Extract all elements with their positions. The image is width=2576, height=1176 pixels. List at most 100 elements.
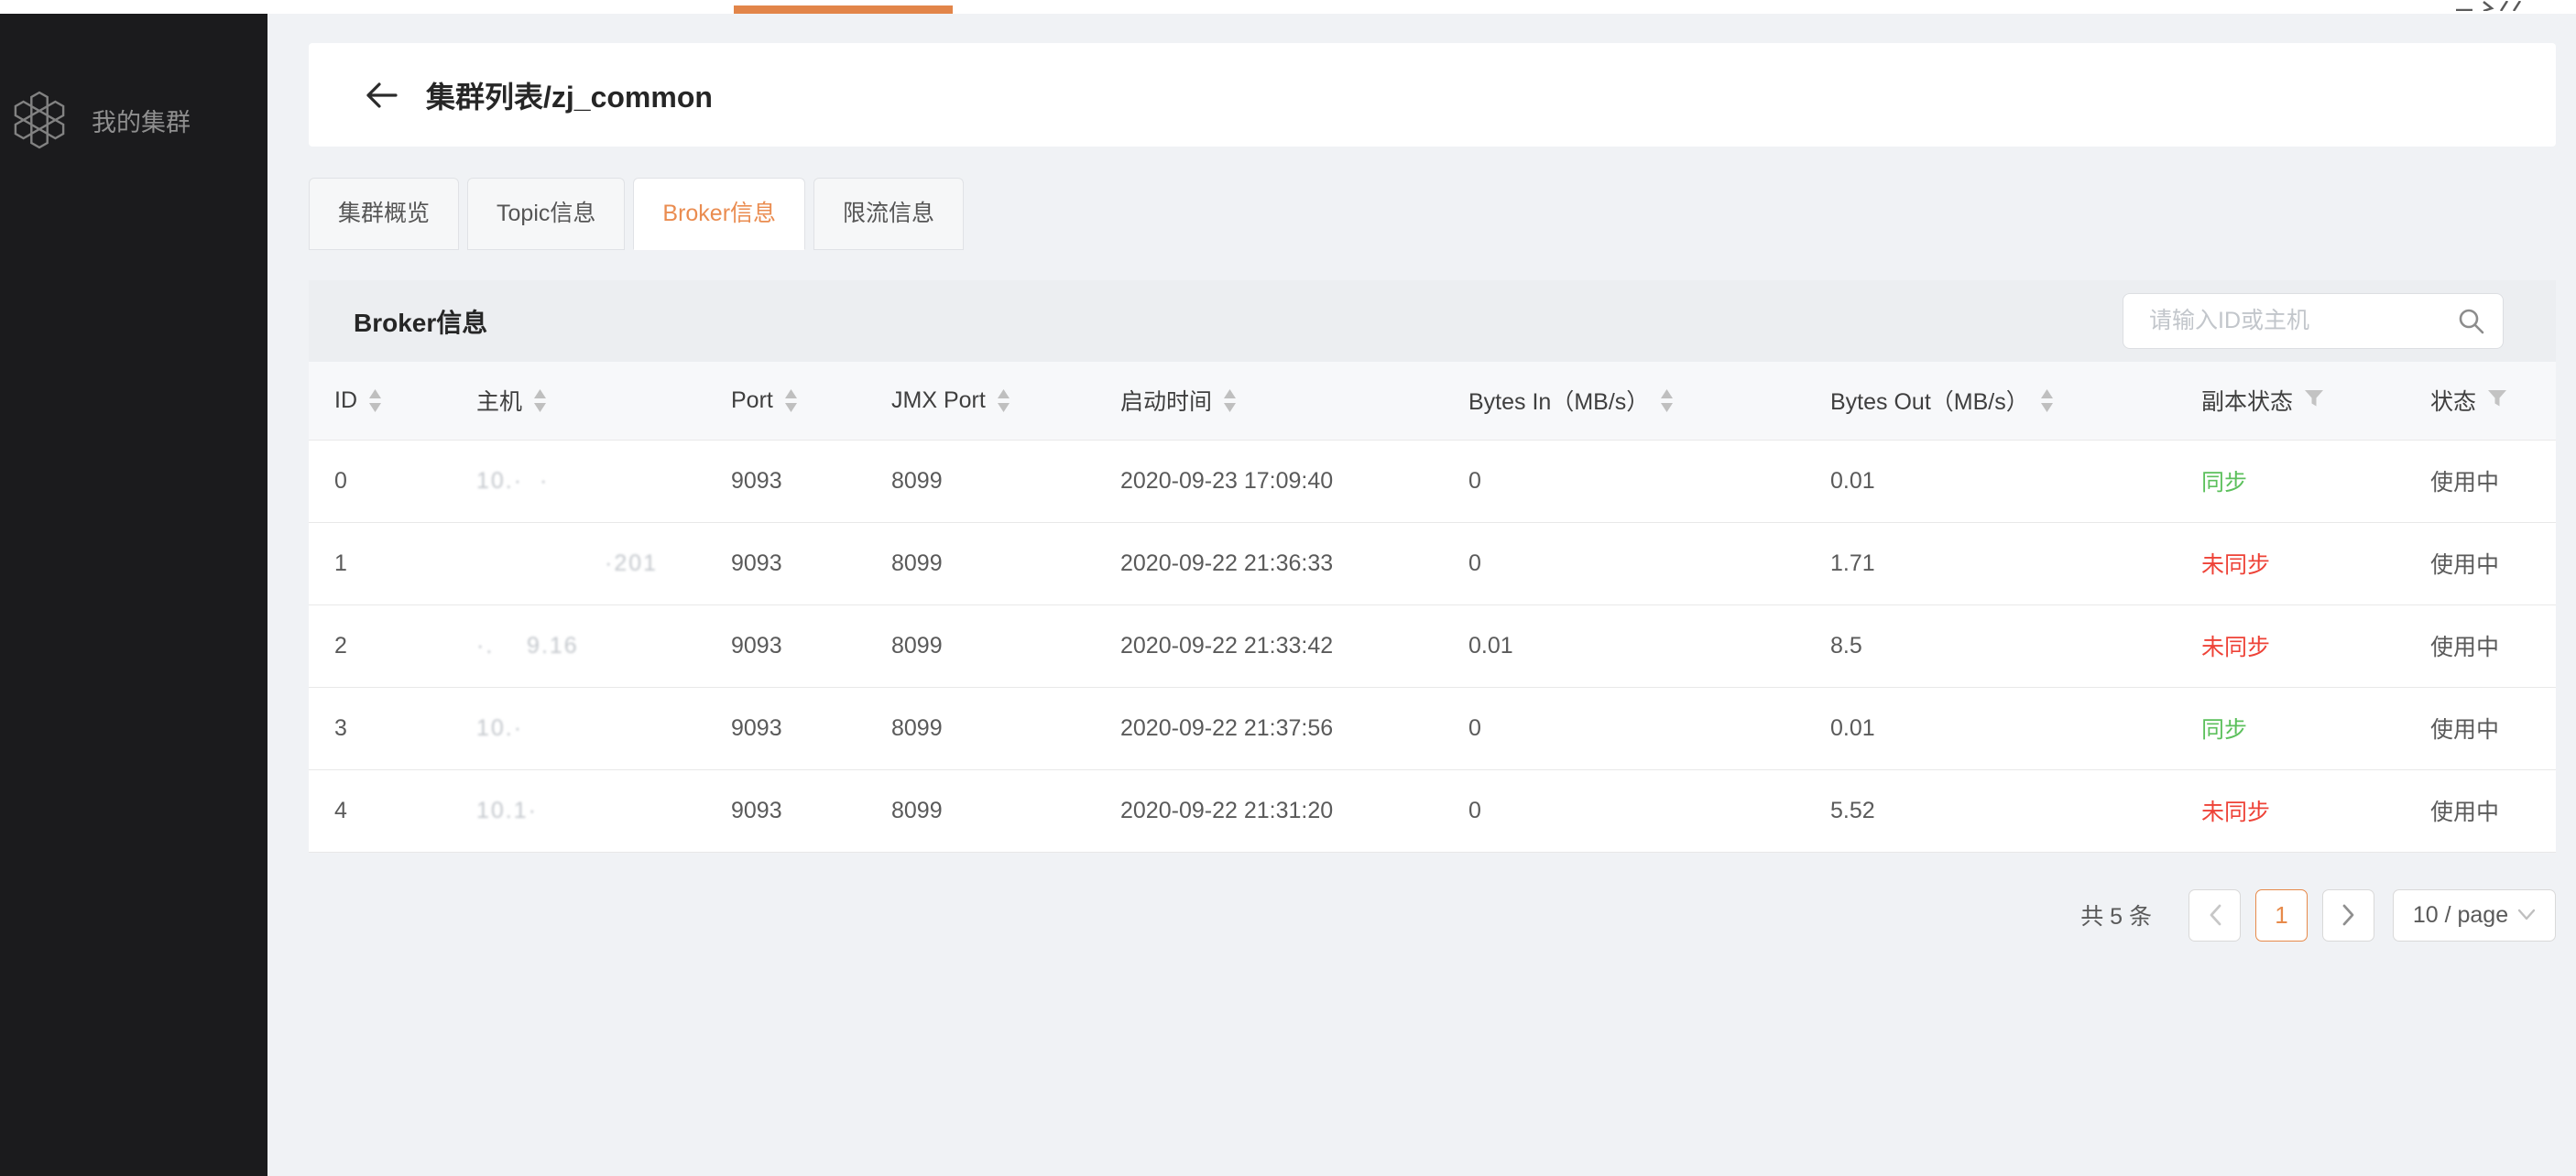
- cell-bytes-in: 0: [1443, 687, 1805, 770]
- column-header-port[interactable]: Port: [705, 362, 866, 441]
- cell-host-redacted: 10.·: [451, 687, 705, 770]
- cluster-tabs: 集群概览 Topic信息 Broker信息 限流信息: [309, 178, 2556, 250]
- cell-status: 使用中: [2405, 687, 2556, 770]
- pagination: 共 5 条 1 10 / page: [309, 888, 2556, 942]
- cell-bytes-in: 0: [1443, 769, 1805, 853]
- cell-status: 使用中: [2405, 440, 2556, 523]
- tab-topic-info[interactable]: Topic信息: [467, 178, 626, 250]
- cell-jmx-port: 8099: [866, 522, 1095, 605]
- page-size-select[interactable]: 10 / page: [2393, 888, 2556, 942]
- cell-replica-status: 同步: [2176, 687, 2405, 770]
- cell-bytes-out: 1.71: [1805, 522, 2176, 605]
- cell-replica-status: 同步: [2176, 440, 2405, 523]
- cell-jmx-port: 8099: [866, 687, 1095, 770]
- cell-jmx-port: 8099: [866, 604, 1095, 688]
- cell-jmx-port: 8099: [866, 769, 1095, 853]
- cell-bytes-in: 0.01: [1443, 604, 1805, 688]
- table-row: 2 ·. 9.16 9093 8099 2020-09-22 21:33:42 …: [309, 604, 2556, 688]
- chevron-down-icon: [2517, 909, 2536, 920]
- search-icon[interactable]: [2457, 307, 2486, 336]
- sort-carets-icon[interactable]: [533, 388, 547, 412]
- cell-port: 9093: [705, 687, 866, 770]
- chevron-left-icon: [2210, 904, 2221, 926]
- cell-start-time: 2020-09-22 21:31:20: [1095, 769, 1443, 853]
- cell-id: 0: [309, 440, 451, 523]
- broker-info-panel: Broker信息: [309, 280, 2556, 853]
- column-header-jmx-port[interactable]: JMX Port: [866, 362, 1095, 441]
- sort-carets-icon[interactable]: [997, 388, 1010, 412]
- cell-start-time: 2020-09-22 21:33:42: [1095, 604, 1443, 688]
- cell-bytes-in: 0: [1443, 522, 1805, 605]
- filter-funnel-icon[interactable]: [2304, 387, 2324, 414]
- tab-cluster-overview[interactable]: 集群概览: [309, 178, 460, 250]
- topbar-clipped-glyphs: [2452, 0, 2535, 11]
- sort-carets-icon[interactable]: [1223, 388, 1237, 412]
- column-header-start-time[interactable]: 启动时间: [1095, 362, 1443, 441]
- cell-bytes-out: 0.01: [1805, 687, 2176, 770]
- sort-carets-icon[interactable]: [2040, 388, 2054, 412]
- column-header-id[interactable]: ID: [309, 362, 451, 441]
- broker-search-box: [2123, 293, 2504, 349]
- column-header-bytes-in[interactable]: Bytes In（MB/s）: [1443, 362, 1805, 441]
- cell-status: 使用中: [2405, 604, 2556, 688]
- sidebar: 我的集群: [0, 14, 267, 1176]
- pagination-prev-button[interactable]: [2189, 888, 2241, 942]
- cell-host-redacted: ·. 9.16: [451, 604, 705, 688]
- cell-start-time: 2020-09-22 21:37:56: [1095, 687, 1443, 770]
- sort-carets-icon[interactable]: [784, 388, 798, 412]
- filter-funnel-icon[interactable]: [2487, 387, 2507, 414]
- pagination-next-button[interactable]: [2322, 888, 2374, 942]
- tab-broker-info[interactable]: Broker信息: [633, 178, 806, 250]
- cell-port: 9093: [705, 440, 866, 523]
- pagination-page-1[interactable]: 1: [2255, 888, 2308, 942]
- cell-status: 使用中: [2405, 769, 2556, 853]
- cell-replica-status: 未同步: [2176, 522, 2405, 605]
- table-row: 3 10.· 9093 8099 2020-09-22 21:37:56 0 0…: [309, 687, 2556, 770]
- cell-port: 9093: [705, 769, 866, 853]
- cell-jmx-port: 8099: [866, 440, 1095, 523]
- page-header-card: 集群列表/zj_common: [309, 43, 2556, 147]
- sort-carets-icon[interactable]: [1660, 388, 1674, 412]
- table-row: 1 ·201 9093 8099 2020-09-22 21:36:33 0 1…: [309, 522, 2556, 605]
- cell-id: 1: [309, 522, 451, 605]
- broker-table: ID 主机: [309, 362, 2556, 853]
- cell-port: 9093: [705, 522, 866, 605]
- column-header-host[interactable]: 主机: [451, 362, 705, 441]
- cell-id: 3: [309, 687, 451, 770]
- main-area: 集群列表/zj_common 集群概览 Topic信息 Broker信息 限流信…: [267, 14, 2576, 1176]
- panel-header: Broker信息: [309, 280, 2556, 362]
- chevron-right-icon: [2342, 904, 2353, 926]
- cell-status: 使用中: [2405, 522, 2556, 605]
- cell-id: 4: [309, 769, 451, 853]
- table-row: 0 10.· · 9093 8099 2020-09-23 17:09:40 0…: [309, 440, 2556, 523]
- back-button[interactable]: [362, 80, 400, 111]
- cell-id: 2: [309, 604, 451, 688]
- cell-bytes-out: 0.01: [1805, 440, 2176, 523]
- honeycomb-icon: [11, 89, 68, 151]
- cell-bytes-out: 5.52: [1805, 769, 2176, 853]
- cell-host-redacted: ·201: [451, 522, 705, 605]
- sort-carets-icon[interactable]: [368, 388, 382, 412]
- top-nav-bar: [0, 0, 2576, 14]
- broker-search-input[interactable]: [2147, 307, 2457, 335]
- cell-start-time: 2020-09-23 17:09:40: [1095, 440, 1443, 523]
- cell-replica-status: 未同步: [2176, 769, 2405, 853]
- top-nav-active-tab-indicator: [734, 5, 953, 14]
- cell-host-redacted: 10.1·: [451, 769, 705, 853]
- tab-throttle-info[interactable]: 限流信息: [813, 178, 965, 250]
- pagination-total: 共 5 条: [2080, 904, 2152, 930]
- sidebar-item-label: 我的集群: [92, 108, 191, 136]
- column-header-bytes-out[interactable]: Bytes Out（MB/s）: [1805, 362, 2176, 441]
- cell-replica-status: 未同步: [2176, 604, 2405, 688]
- column-header-status[interactable]: 状态: [2405, 362, 2556, 441]
- table-row: 4 10.1· 9093 8099 2020-09-22 21:31:20 0 …: [309, 769, 2556, 853]
- cell-port: 9093: [705, 604, 866, 688]
- cell-host-redacted: 10.· ·: [451, 440, 705, 523]
- cell-start-time: 2020-09-22 21:36:33: [1095, 522, 1443, 605]
- table-header-row: ID 主机: [309, 362, 2556, 441]
- cell-bytes-in: 0: [1443, 440, 1805, 523]
- cell-bytes-out: 8.5: [1805, 604, 2176, 688]
- sidebar-item-my-clusters[interactable]: 我的集群: [0, 83, 267, 157]
- column-header-replica-status[interactable]: 副本状态: [2176, 362, 2405, 441]
- arrow-left-icon: [366, 82, 398, 108]
